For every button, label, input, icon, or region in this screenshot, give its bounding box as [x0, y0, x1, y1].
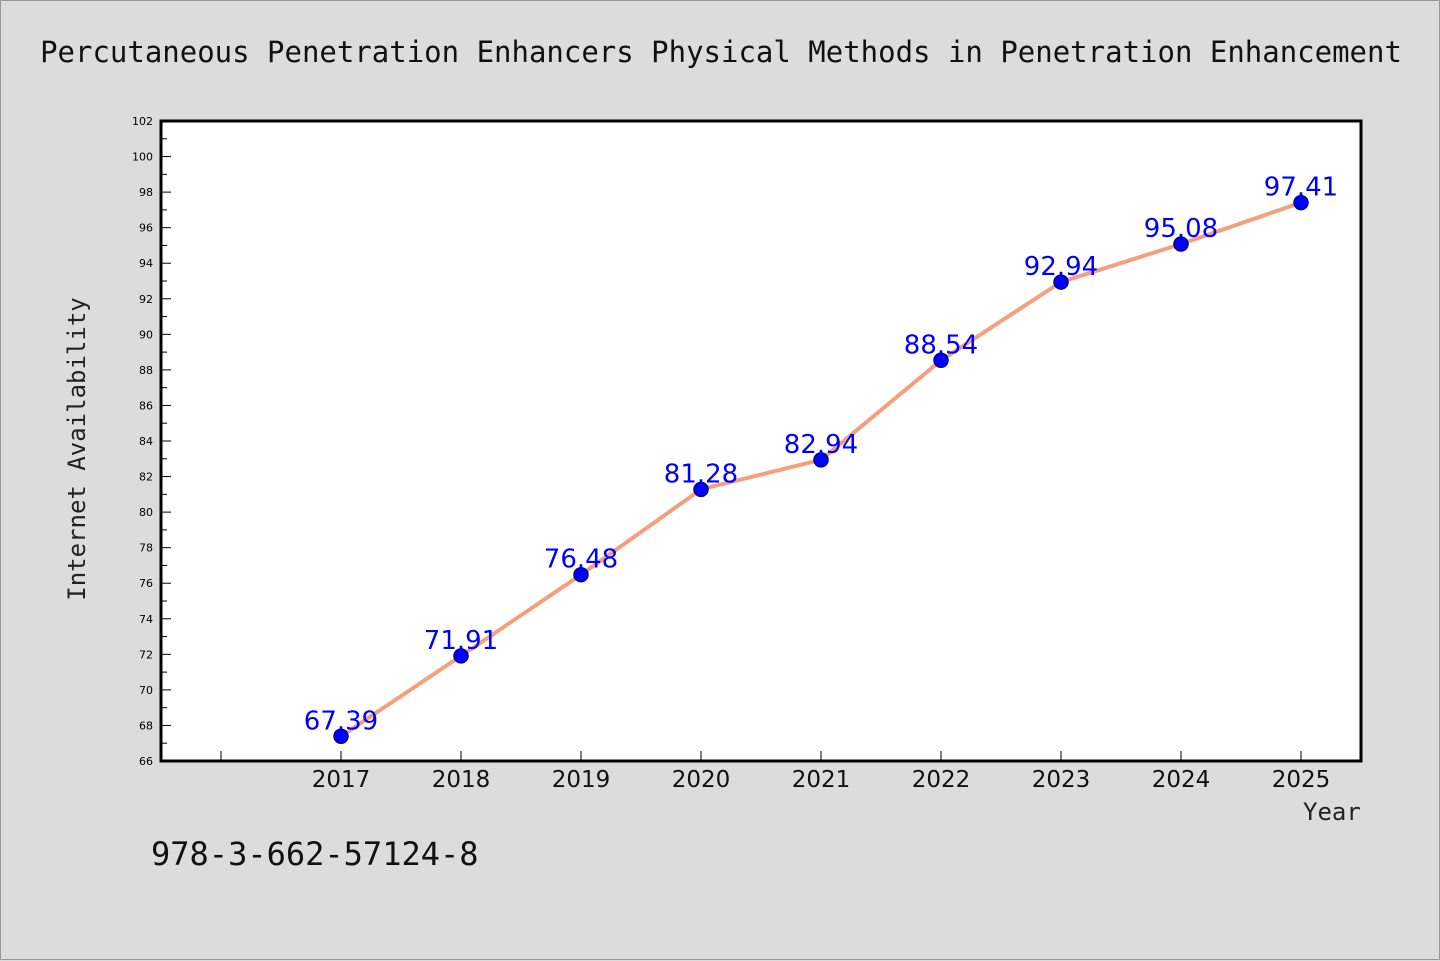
x-tick-label: 2022	[912, 767, 971, 793]
x-axis: 2017 2018 2019 2020 2021 2022 2023 2024 2025	[220, 751, 1331, 793]
x-tick-label: 2023	[1032, 767, 1091, 793]
data-point	[933, 352, 949, 369]
isbn-text: 978-3-662-57124-8	[151, 835, 479, 873]
data-point	[693, 481, 709, 498]
y-tick-label: 88	[139, 364, 153, 377]
x-tick-label: 2017	[312, 767, 371, 793]
data-label: 81.28	[664, 459, 738, 489]
data-point	[1173, 236, 1189, 252]
data-point	[333, 728, 349, 745]
y-tick-label: 86	[139, 399, 153, 412]
plot-area	[159, 119, 1363, 763]
y-tick-label: 100	[132, 151, 153, 164]
y-tick-label: 78	[139, 542, 153, 555]
y-tick-label: 96	[139, 222, 153, 235]
y-tick-label: 94	[139, 257, 153, 270]
data-point	[813, 452, 829, 468]
y-tick-label: 68	[139, 719, 153, 732]
y-tick-label: 82	[139, 471, 153, 484]
x-axis-label: Year	[1303, 798, 1361, 826]
data-label: 88.54	[904, 330, 978, 360]
y-tick-label: 74	[139, 613, 153, 626]
y-tick-label: 102	[132, 115, 153, 128]
y-tick-label: 92	[139, 293, 153, 306]
data-point	[1053, 274, 1069, 290]
series-layer: 67.39 71.91 76.48 81.28 82.94 88.54 92.94 95.08…	[304, 173, 1338, 745]
y-tick-label: 80	[139, 506, 153, 519]
x-tick-label: 2019	[552, 767, 611, 793]
y-axis: 66 68 70 72 74 76 78 80 82 84 86 88 90 92 94 96 98 100 102	[132, 115, 171, 768]
data-label: 95.08	[1144, 214, 1218, 244]
data-point	[573, 566, 589, 583]
x-tick-label: 2018	[432, 767, 491, 793]
x-tick-label: 2024	[1152, 767, 1211, 793]
data-label: 82.94	[784, 430, 858, 460]
data-label: 76.48	[544, 545, 618, 575]
x-tick-label: 2020	[672, 767, 731, 793]
x-tick-label: 2021	[792, 767, 851, 793]
data-label: 92.94	[1024, 252, 1098, 282]
y-tick-label: 98	[139, 186, 153, 199]
y-tick-label: 90	[139, 328, 153, 341]
y-tick-label: 84	[139, 435, 153, 448]
chart-title: Percutaneous Penetration Enhancers Physi…	[40, 35, 1402, 69]
y-tick-label: 76	[139, 577, 153, 590]
y-tick-label: 70	[139, 684, 153, 697]
data-label: 67.39	[304, 706, 378, 736]
x-tick-label: 2025	[1272, 767, 1331, 793]
data-label: 71.91	[424, 626, 498, 656]
y-tick-label: 66	[139, 755, 153, 768]
data-point	[1293, 194, 1309, 211]
data-label: 97.41	[1264, 173, 1338, 203]
data-point	[453, 648, 469, 664]
y-tick-label: 72	[139, 648, 153, 661]
